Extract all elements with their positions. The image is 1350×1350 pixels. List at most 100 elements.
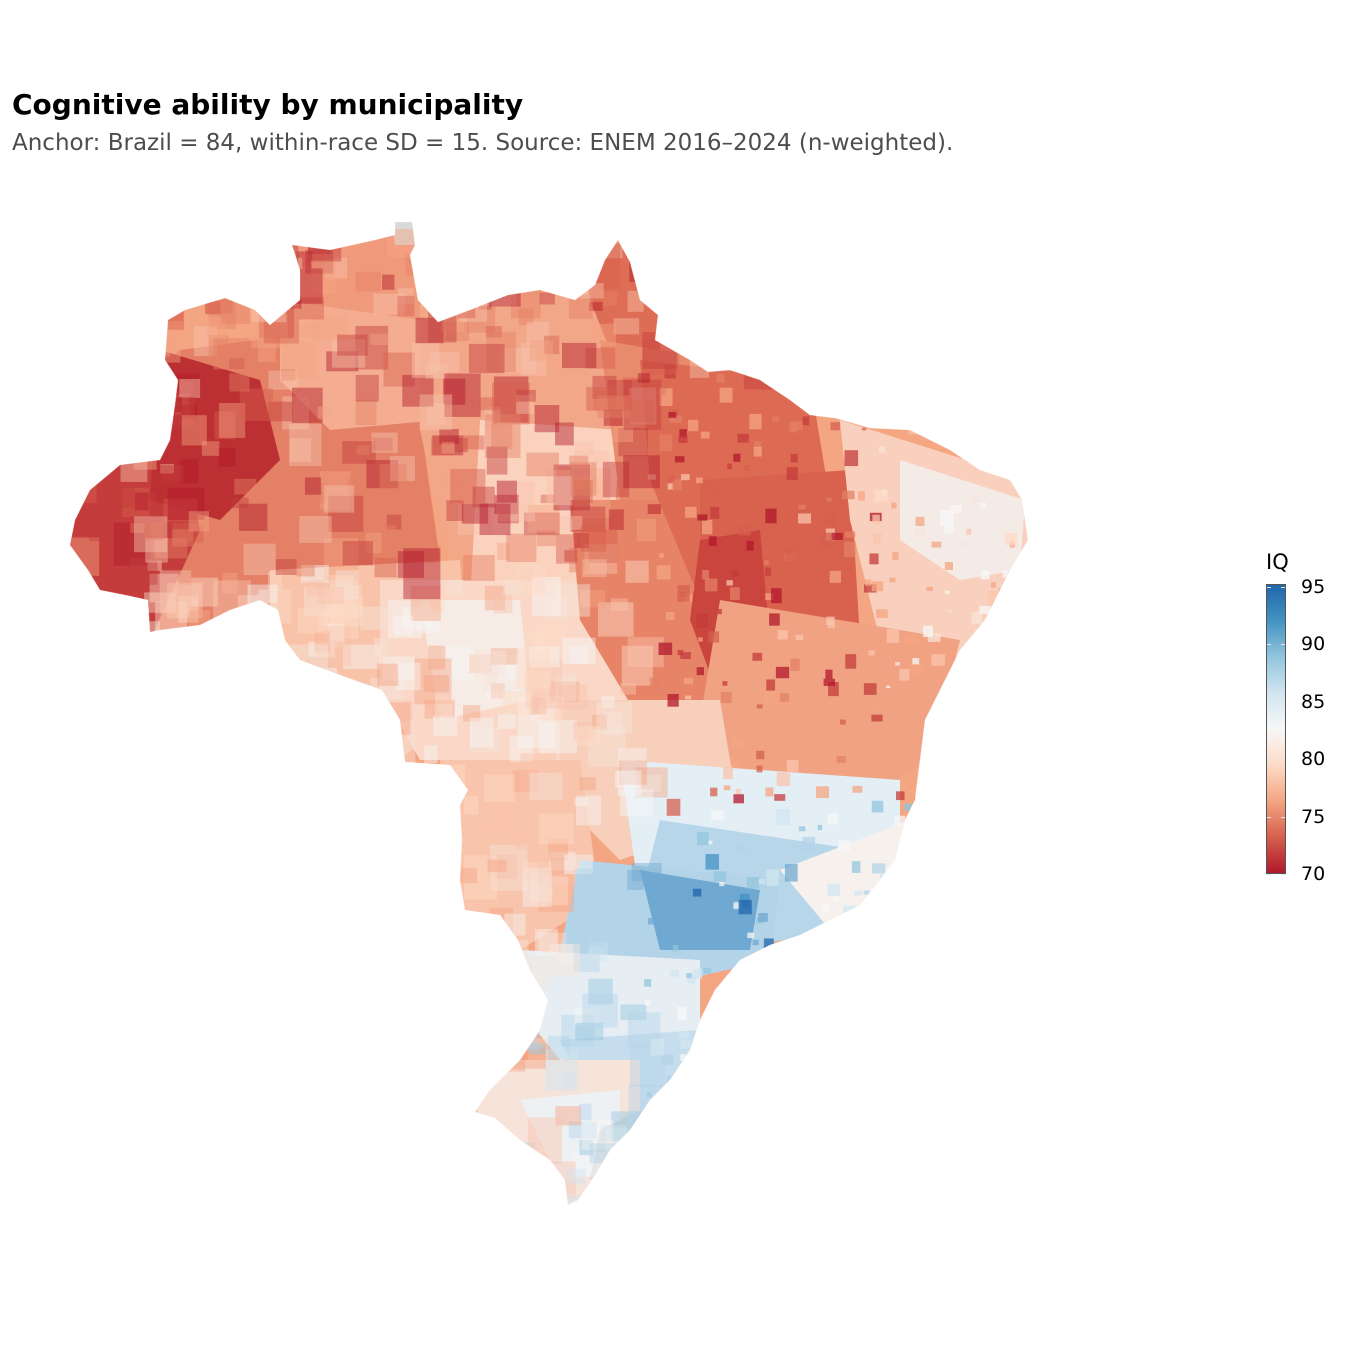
municipality-cell bbox=[886, 876, 898, 887]
municipality-cell bbox=[73, 313, 111, 342]
municipality-cell bbox=[737, 1179, 748, 1186]
municipality-cell bbox=[391, 824, 416, 841]
municipality-cell bbox=[439, 428, 459, 445]
municipality-cell bbox=[832, 257, 854, 273]
municipality-cell bbox=[890, 936, 902, 952]
municipality-cell bbox=[1024, 997, 1028, 1001]
municipality-cell bbox=[607, 379, 633, 411]
municipality-cell bbox=[553, 464, 591, 511]
municipality-cell bbox=[1034, 1026, 1045, 1037]
municipality-cell bbox=[603, 291, 618, 306]
municipality-cell bbox=[281, 1136, 314, 1165]
municipality-cell bbox=[756, 704, 763, 709]
municipality-cell bbox=[1030, 352, 1064, 398]
municipality-cell bbox=[559, 516, 583, 530]
municipality-cell bbox=[719, 882, 725, 887]
municipality-cell bbox=[824, 979, 837, 989]
municipality-cell bbox=[219, 807, 238, 828]
municipality-cell bbox=[528, 709, 543, 722]
municipality-cell bbox=[607, 1175, 630, 1201]
municipality-cell bbox=[443, 857, 458, 873]
municipality-cell bbox=[661, 1054, 674, 1065]
municipality-cell bbox=[169, 685, 201, 714]
municipality-cell bbox=[463, 705, 481, 722]
municipality-cell bbox=[139, 995, 160, 1017]
municipality-cell bbox=[469, 1159, 494, 1174]
municipality-cell bbox=[746, 326, 774, 345]
municipality-cell bbox=[70, 458, 91, 490]
municipality-cell bbox=[70, 537, 100, 576]
municipality-cell bbox=[218, 402, 246, 438]
municipality-cell bbox=[817, 824, 823, 831]
municipality-cell bbox=[1014, 343, 1028, 372]
municipality-cell bbox=[704, 578, 718, 592]
municipality-cell bbox=[863, 890, 870, 895]
municipality-cell bbox=[1022, 934, 1028, 946]
municipality-cell bbox=[720, 691, 732, 703]
municipality-cell bbox=[622, 377, 648, 400]
municipality-cell bbox=[688, 419, 699, 432]
municipality-cell bbox=[699, 228, 730, 261]
municipality-cell bbox=[798, 504, 806, 510]
municipality-cell bbox=[429, 599, 445, 613]
municipality-cell bbox=[218, 1068, 243, 1090]
municipality-cell bbox=[786, 977, 792, 982]
municipality-cell bbox=[674, 456, 685, 463]
municipality-cell bbox=[767, 1079, 782, 1093]
municipality-cell bbox=[161, 768, 178, 781]
municipality-cell bbox=[88, 1019, 120, 1049]
municipality-cell bbox=[944, 880, 958, 896]
municipality-cell bbox=[384, 1016, 414, 1055]
municipality-cell bbox=[716, 1143, 725, 1152]
municipality-cell bbox=[122, 716, 157, 744]
municipality-cell bbox=[327, 825, 342, 840]
municipality-cell bbox=[636, 518, 657, 542]
municipality-cell bbox=[337, 334, 368, 356]
municipality-cell bbox=[627, 870, 644, 890]
municipality-cell bbox=[931, 366, 937, 372]
municipality-cell bbox=[914, 333, 941, 362]
municipality-cell bbox=[485, 326, 503, 338]
municipality-cell bbox=[432, 435, 464, 456]
municipality-cell bbox=[158, 1072, 193, 1117]
municipality-cell bbox=[501, 691, 533, 715]
municipality-cell bbox=[960, 420, 966, 426]
municipality-cell bbox=[417, 853, 431, 871]
municipality-cell bbox=[621, 645, 653, 686]
municipality-cell bbox=[473, 1197, 487, 1205]
municipality-cell bbox=[178, 1058, 198, 1070]
municipality-cell bbox=[790, 453, 798, 463]
municipality-cell bbox=[659, 434, 673, 452]
municipality-cell bbox=[950, 505, 962, 514]
municipality-cell bbox=[769, 613, 780, 626]
municipality-cell bbox=[402, 606, 432, 630]
municipality-cell bbox=[819, 958, 826, 964]
municipality-cell bbox=[951, 765, 966, 780]
municipality-cell bbox=[522, 867, 552, 908]
municipality-cell bbox=[468, 343, 505, 374]
municipality-cell bbox=[314, 828, 328, 837]
municipality-cell bbox=[776, 809, 790, 826]
municipality-cell bbox=[148, 1020, 183, 1060]
municipality-cell bbox=[497, 494, 520, 524]
municipality-cell bbox=[705, 854, 719, 870]
municipality-cell bbox=[715, 323, 746, 350]
municipality-cell bbox=[187, 1046, 223, 1068]
municipality-cell bbox=[331, 950, 359, 988]
municipality-cell bbox=[207, 1061, 244, 1093]
municipality-cell bbox=[574, 480, 593, 503]
municipality-cell bbox=[664, 365, 676, 379]
municipality-cell bbox=[134, 1095, 152, 1119]
municipality-cell bbox=[112, 1200, 149, 1205]
municipality-cell bbox=[1005, 532, 1018, 546]
municipality-cell bbox=[397, 288, 414, 305]
municipality-cell bbox=[172, 393, 189, 405]
municipality-cell bbox=[1024, 741, 1028, 747]
municipality-cell bbox=[408, 864, 422, 882]
municipality-cell bbox=[291, 837, 327, 877]
municipality-cell bbox=[575, 442, 595, 455]
municipality-cell bbox=[151, 1029, 180, 1069]
municipality-cell bbox=[653, 222, 671, 233]
municipality-cell bbox=[371, 1118, 398, 1151]
municipality-cell bbox=[251, 230, 272, 248]
